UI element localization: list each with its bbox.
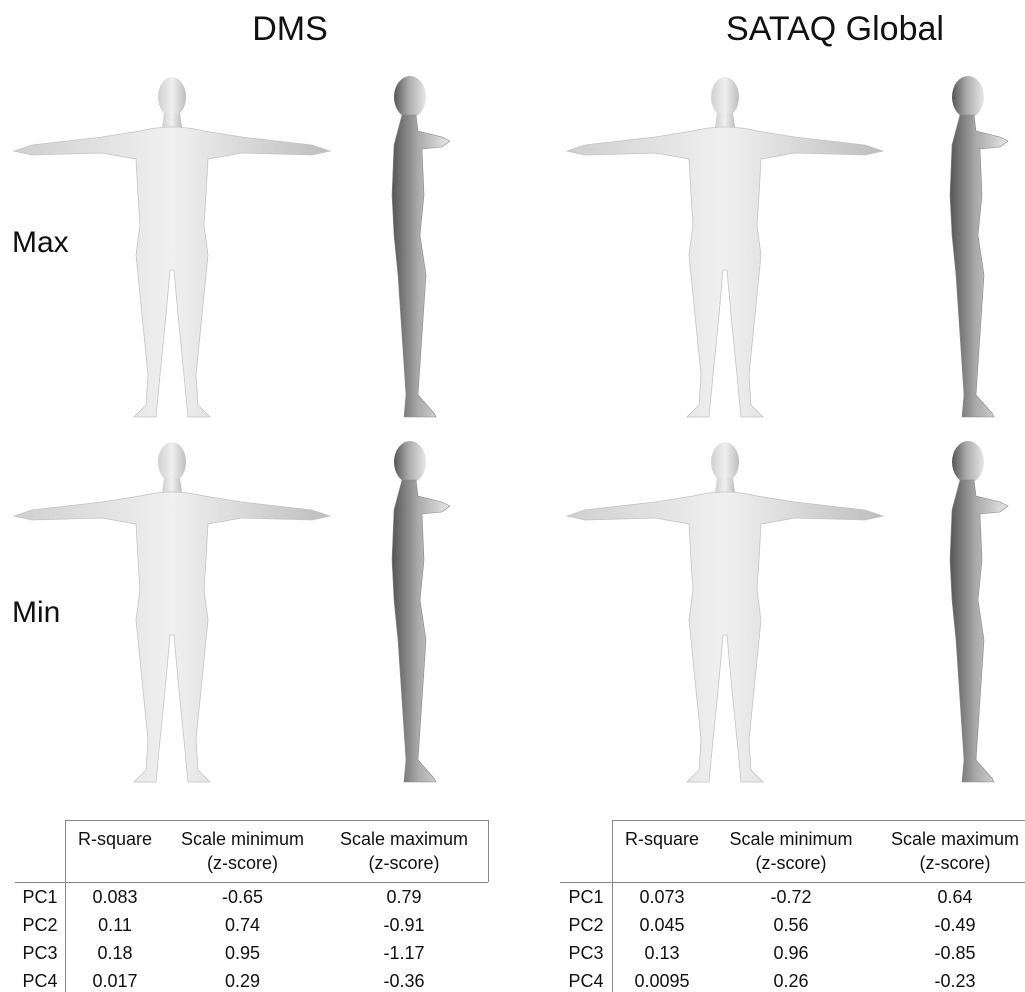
table-cell: -0.91	[320, 914, 488, 936]
table-cell: 0.045	[612, 914, 712, 936]
table-cell: 0.11	[65, 914, 165, 936]
panel-title: DMS	[252, 10, 328, 49]
table-border	[560, 882, 1025, 883]
body-front	[567, 442, 883, 782]
row-label: Max	[12, 226, 69, 260]
table-cell: 0.64	[870, 886, 1025, 908]
figure: {"panels": [ {"title": "DMS", "table": {…	[0, 0, 1025, 992]
table-border	[65, 820, 488, 821]
header-cell: (z-score)	[165, 852, 320, 874]
body-side	[950, 441, 1008, 782]
table-cell: -1.17	[320, 942, 488, 964]
table-cell: 0.79	[320, 886, 488, 908]
header-cell: Scale maximum	[870, 828, 1025, 850]
table-border	[612, 820, 1025, 821]
table-cell: 0.073	[612, 886, 712, 908]
row-header: PC4	[560, 970, 612, 992]
body-front	[567, 77, 883, 417]
table-cell: -0.72	[712, 886, 870, 908]
table-cell: -0.65	[165, 886, 320, 908]
table-cell: 0.56	[712, 914, 870, 936]
header-cell: Scale maximum	[320, 828, 488, 850]
table-cell: 0.18	[65, 942, 165, 964]
body-front	[14, 442, 330, 782]
table-cell: 0.0095	[612, 970, 712, 992]
table-border	[488, 820, 489, 882]
table-cell: 0.29	[165, 970, 320, 992]
table-cell: 0.95	[165, 942, 320, 964]
row-header: PC1	[560, 886, 612, 908]
row-header: PC2	[15, 914, 65, 936]
table-cell: 0.74	[165, 914, 320, 936]
panel-title: SATAQ Global	[726, 10, 944, 49]
row-label: Min	[12, 596, 60, 630]
table-cell: 0.96	[712, 942, 870, 964]
header-cell: (z-score)	[320, 852, 488, 874]
row-header: PC3	[560, 942, 612, 964]
body-side	[392, 76, 450, 417]
table-cell: -0.85	[870, 942, 1025, 964]
body-side	[392, 441, 450, 782]
row-header: PC4	[15, 970, 65, 992]
header-cell: (z-score)	[870, 852, 1025, 874]
row-header: PC1	[15, 886, 65, 908]
row-header: PC3	[15, 942, 65, 964]
table-cell: 0.26	[712, 970, 870, 992]
table-cell: 0.083	[65, 886, 165, 908]
header-cell: (z-score)	[712, 852, 870, 874]
header-cell: Scale minimum	[712, 828, 870, 850]
table-cell: 0.017	[65, 970, 165, 992]
table-cell: -0.36	[320, 970, 488, 992]
body-side	[950, 76, 1008, 417]
table-cell: -0.49	[870, 914, 1025, 936]
header-cell: Scale minimum	[165, 828, 320, 850]
table-cell: -0.23	[870, 970, 1025, 992]
row-header: PC2	[560, 914, 612, 936]
table-cell: 0.13	[612, 942, 712, 964]
header-cell: R-square	[65, 828, 165, 850]
header-cell: R-square	[612, 828, 712, 850]
table-border	[15, 882, 488, 883]
